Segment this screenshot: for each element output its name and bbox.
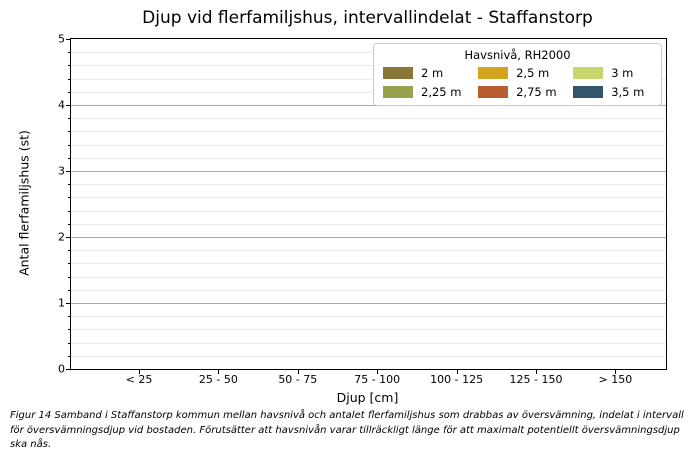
y-minor-tick xyxy=(67,276,70,278)
major-gridline xyxy=(71,171,666,172)
legend-item: 2,75 m xyxy=(478,85,563,99)
y-major-tick xyxy=(66,369,70,370)
y-tick-label: 1 xyxy=(58,296,65,310)
plot-area: 0 1 2 3 4 5 < 25 25 - 50 50 - 75 75 - 100 100 - 12… xyxy=(58,33,667,386)
y-minor-tick xyxy=(67,316,70,318)
minor-gridline xyxy=(71,91,666,93)
major-gridline xyxy=(71,303,666,304)
y-minor-tick xyxy=(67,329,70,331)
x-tick xyxy=(297,370,299,374)
minor-gridline xyxy=(71,184,666,186)
y-minor-tick xyxy=(67,210,70,212)
legend-label: 3 m xyxy=(611,66,634,80)
y-major-tick xyxy=(66,237,70,238)
y-major-tick xyxy=(66,105,70,106)
minor-gridline xyxy=(71,355,666,357)
legend-label: 2,25 m xyxy=(421,85,462,99)
minor-gridline xyxy=(71,210,666,212)
legend-swatch-icon xyxy=(573,67,604,79)
legend-item: 2,25 m xyxy=(383,85,468,99)
y-minor-tick xyxy=(67,289,70,291)
x-tick xyxy=(536,370,537,374)
minor-gridline xyxy=(71,289,666,291)
legend-label: 2,75 m xyxy=(516,85,557,99)
y-minor-tick xyxy=(67,52,70,54)
x-axis-label: Djup [cm] xyxy=(336,390,399,405)
minor-gridline xyxy=(71,197,666,199)
x-tick-label: 25 - 50 xyxy=(198,373,238,386)
x-tick xyxy=(218,370,220,374)
x-tick-label: 50 - 75 xyxy=(278,373,318,386)
legend-label: 3,5 m xyxy=(611,85,645,99)
y-minor-tick xyxy=(67,144,70,146)
y-tick-label: 5 xyxy=(58,32,65,46)
major-gridline xyxy=(71,105,666,106)
y-minor-tick xyxy=(67,342,70,344)
legend-label: 2,5 m xyxy=(516,66,550,80)
chart-title: Djup vid flerfamiljshus, intervallindela… xyxy=(142,8,593,28)
legend-item: 3,5 m xyxy=(573,85,651,99)
legend-item: 2 m xyxy=(383,66,468,80)
minor-gridline xyxy=(71,329,666,331)
legend-swatch-icon xyxy=(573,86,604,98)
y-minor-tick xyxy=(67,91,70,93)
minor-gridline xyxy=(71,342,666,344)
x-tick xyxy=(615,370,617,374)
y-tick-label: 3 xyxy=(58,164,65,178)
y-major-tick xyxy=(66,39,70,40)
minor-gridline xyxy=(71,263,666,265)
legend-entries: 2 m 2,25 m 2,5 m 2,75 m 3 m 3,5 m xyxy=(374,66,661,99)
x-tick-label: 100 - 125 xyxy=(430,373,484,386)
legend-item: 2,5 m xyxy=(478,66,563,80)
minor-gridline xyxy=(71,65,666,67)
y-minor-tick xyxy=(67,263,70,265)
y-major-tick xyxy=(66,171,70,172)
figure-caption: Figur 14 Samband i Staffanstorp kommun m… xyxy=(10,410,684,451)
y-minor-tick xyxy=(67,355,70,357)
legend-swatch-icon xyxy=(383,67,413,79)
minor-gridline xyxy=(71,52,666,54)
minor-gridline xyxy=(71,157,666,159)
y-minor-tick xyxy=(67,250,70,252)
legend-label: 2 m xyxy=(421,66,444,80)
y-minor-tick xyxy=(67,78,70,80)
y-minor-tick xyxy=(67,223,70,225)
y-major-tick xyxy=(66,303,70,304)
y-tick-label: 0 xyxy=(58,362,65,376)
minor-gridline xyxy=(71,118,666,120)
legend: Havsnivå, RH2000 2 m 2,25 m 2,5 m 2,75 m 3 m… xyxy=(373,43,662,106)
legend-swatch-icon xyxy=(383,86,413,98)
major-gridline xyxy=(71,237,666,238)
minor-gridline xyxy=(71,276,666,278)
minor-gridline xyxy=(71,223,666,225)
legend-title: Havsnivå, RH2000 xyxy=(464,48,571,62)
legend-item: 3 m xyxy=(573,66,651,80)
y-tick-label: 2 xyxy=(58,230,65,244)
x-tick-label: < 25 xyxy=(125,373,153,386)
legend-swatch-icon xyxy=(478,67,509,79)
minor-gridline xyxy=(71,131,666,133)
x-tick-label: 75 - 100 xyxy=(354,373,401,386)
y-minor-tick xyxy=(67,118,70,120)
y-axis-label: Antal flerfamiljshus (st) xyxy=(16,130,32,276)
x-tick-label: > 150 xyxy=(598,373,633,386)
y-minor-tick xyxy=(67,197,70,199)
x-tick xyxy=(139,370,140,374)
minor-gridline xyxy=(71,250,666,252)
minor-gridline xyxy=(71,316,666,318)
y-minor-tick xyxy=(67,65,70,67)
y-tick-label: 4 xyxy=(58,98,65,112)
x-tick xyxy=(456,370,458,374)
minor-gridline xyxy=(71,144,666,146)
y-minor-tick xyxy=(67,184,70,186)
y-minor-tick xyxy=(67,157,70,159)
x-tick-label: 125 - 150 xyxy=(509,373,563,386)
legend-swatch-icon xyxy=(478,86,509,98)
y-minor-tick xyxy=(67,131,70,133)
x-tick xyxy=(377,370,379,374)
minor-gridline xyxy=(71,78,666,80)
